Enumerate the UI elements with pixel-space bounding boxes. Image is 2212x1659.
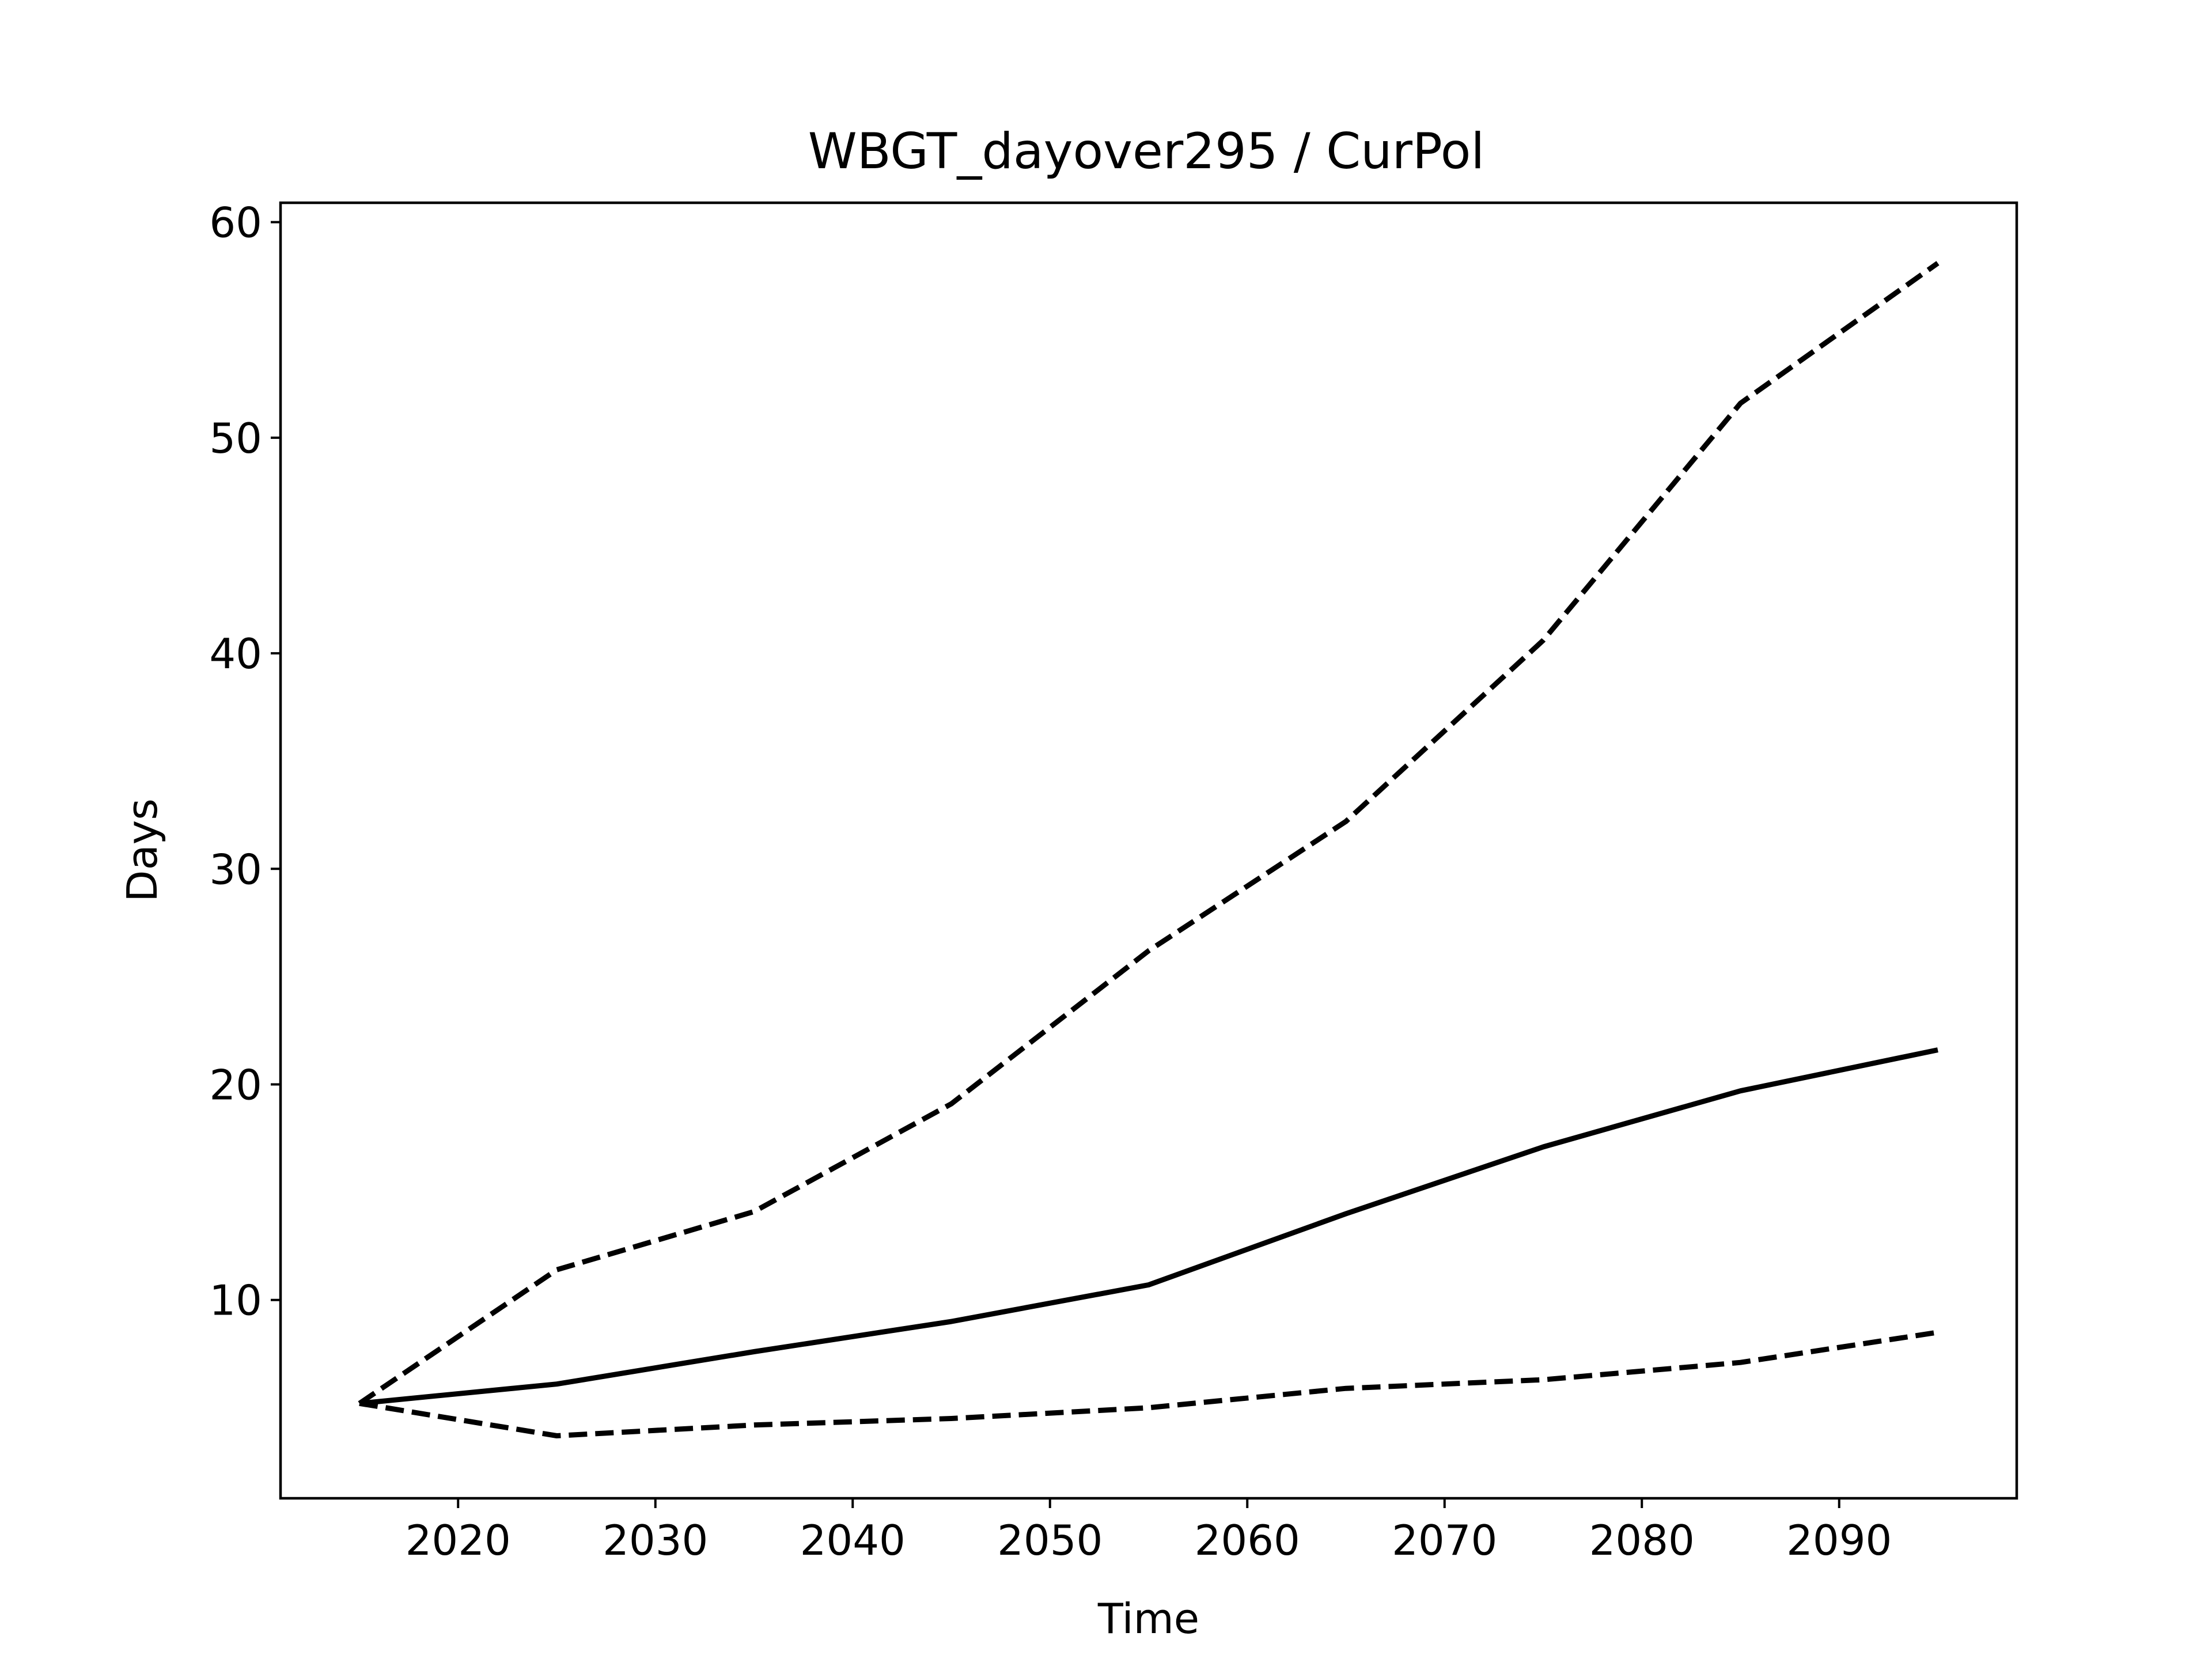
x-tick-label: 2080	[1589, 1516, 1695, 1565]
series-line-3	[359, 1330, 1938, 1438]
series-line-2	[359, 1047, 1938, 1406]
y-tick-label: 20	[209, 1061, 262, 1109]
x-tick-label: 2040	[800, 1516, 906, 1565]
y-tick-label: 60	[209, 199, 262, 247]
plot-area	[358, 261, 1940, 1438]
series-line-1	[358, 261, 1940, 1406]
plot-frame	[279, 201, 2018, 1500]
y-tick-label: 30	[209, 845, 262, 893]
x-tick-label: 2020	[406, 1516, 511, 1565]
x-axis: 2020 2030 2040 2050 2060 2070 2080 2090	[406, 1498, 1892, 1565]
y-axis: 10 20 30 40 50 60	[209, 199, 281, 1325]
x-tick-label: 2060	[1195, 1516, 1300, 1565]
x-tick-label: 2050	[997, 1516, 1103, 1565]
y-tick-label: 40	[209, 630, 262, 678]
x-tick-label: 2090	[1786, 1516, 1892, 1565]
y-axis-label: Days	[118, 798, 166, 902]
x-axis-label: Time	[1097, 1594, 1199, 1643]
y-tick-label: 10	[209, 1277, 262, 1325]
chart-title: WBGT_dayover295 / CurPol	[808, 123, 1485, 180]
x-tick-label: 2070	[1392, 1516, 1497, 1565]
x-tick-label: 2030	[603, 1516, 708, 1565]
y-tick-label: 50	[209, 414, 262, 463]
